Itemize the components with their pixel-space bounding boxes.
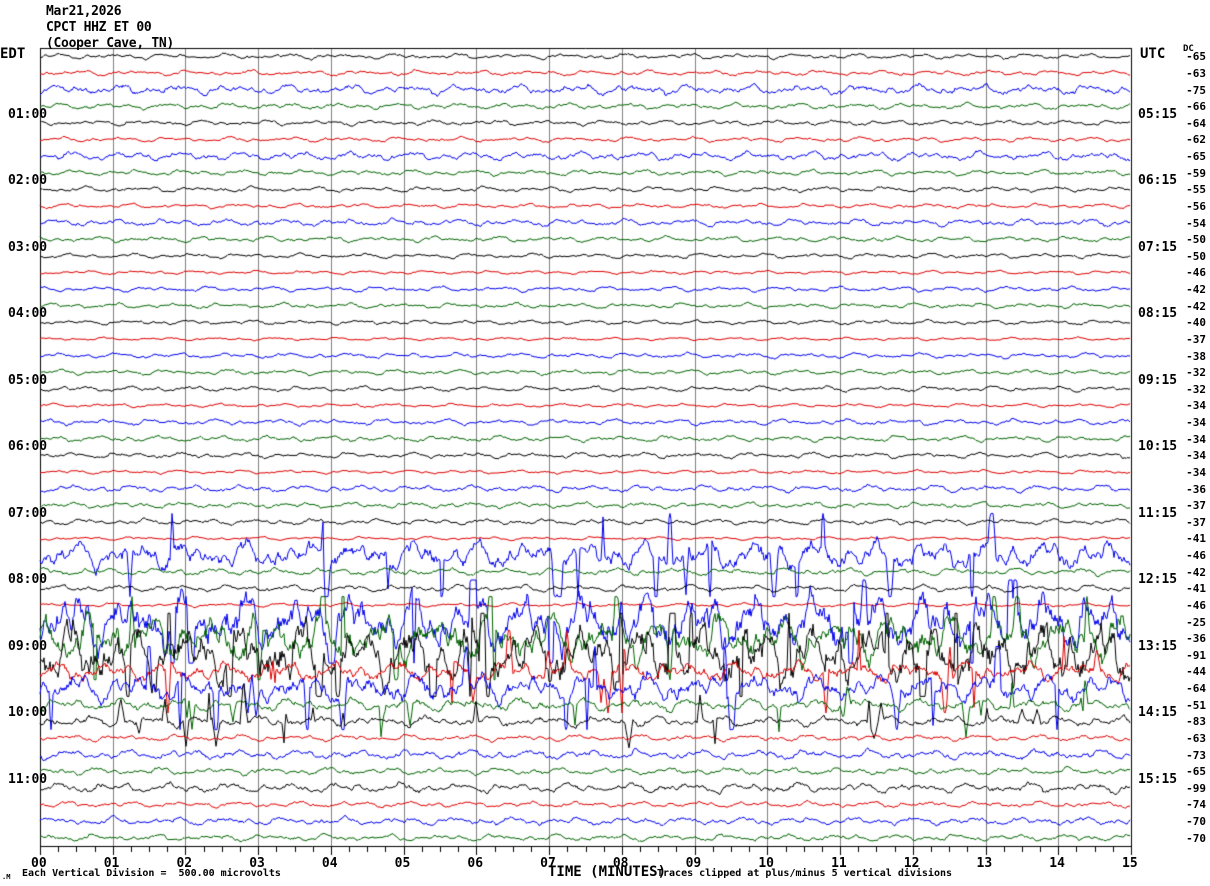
dc-value-row-4: -64 (1186, 116, 1206, 130)
dc-value-row-37: -44 (1186, 665, 1206, 679)
dc-value-row-28: -37 (1186, 515, 1206, 529)
left-hour-label-1100: 11:00 (8, 771, 48, 787)
x-tick-05: 05 (394, 856, 411, 871)
x-tick-04: 04 (321, 856, 338, 871)
dc-value-row-11: -50 (1186, 233, 1206, 247)
right-hour-label-0715: 07:15 (1138, 239, 1178, 255)
dc-value-row-30: -46 (1186, 549, 1206, 563)
x-tick-06: 06 (467, 856, 484, 871)
left-hour-label-0900: 09:00 (8, 638, 48, 654)
dc-value-row-45: -74 (1186, 798, 1206, 812)
left-hour-label-0400: 04:00 (8, 306, 48, 321)
right-hour-label-0815: 08:15 (1138, 306, 1178, 321)
x-tick-02: 02 (176, 856, 193, 871)
right-hour-label-1515: 15:15 (1138, 771, 1178, 787)
left-hour-label-0600: 06:00 (8, 439, 48, 454)
x-tick-12: 12 (903, 856, 920, 871)
dc-value-row-24: -34 (1186, 449, 1206, 463)
dc-value-row-7: -59 (1186, 166, 1206, 180)
left-hour-label-0800: 08:00 (8, 572, 48, 587)
dc-value-row-25: -34 (1186, 465, 1206, 479)
dc-value-row-5: -62 (1186, 133, 1206, 147)
dc-value-row-21: -34 (1186, 399, 1206, 413)
x-tick-10: 10 (758, 856, 774, 871)
dc-value-row-8: -55 (1186, 183, 1206, 197)
header-location: (Cooper Cave, TN) (46, 36, 174, 51)
left-hour-label-0100: 01:00 (8, 106, 48, 122)
right-hour-label-0915: 09:15 (1138, 372, 1178, 388)
dc-value-row-32: -41 (1186, 582, 1206, 596)
header-date: Mar21,2026 (46, 4, 122, 19)
x-tick-13: 13 (976, 856, 993, 871)
x-tick-14: 14 (1049, 856, 1065, 871)
right-timezone-label: UTC (1140, 46, 1166, 62)
dc-value-row-33: -46 (1186, 598, 1206, 612)
left-hour-label-0500: 05:00 (8, 372, 48, 388)
dc-value-row-22: -34 (1186, 416, 1206, 430)
dc-column-header: DC (1183, 44, 1194, 54)
dc-value-row-12: -50 (1186, 249, 1206, 263)
x-tick-15: 15 (1122, 856, 1138, 871)
dc-value-row-14: -42 (1186, 283, 1206, 297)
dc-value-row-13: -46 (1186, 266, 1206, 280)
x-tick-08: 08 (612, 856, 629, 871)
dc-value-row-15: -42 (1186, 299, 1206, 313)
dc-value-row-9: -56 (1186, 199, 1206, 213)
left-hour-label-1000: 10:00 (8, 705, 48, 720)
right-hour-label-1415: 14:15 (1138, 705, 1178, 720)
dc-value-row-23: -34 (1186, 432, 1206, 446)
dc-value-row-16: -40 (1186, 316, 1206, 330)
x-axis-title: TIME (MINUTES) (548, 864, 667, 880)
dc-value-row-10: -54 (1186, 216, 1206, 230)
x-tick-03: 03 (249, 856, 265, 871)
dc-value-row-19: -32 (1186, 366, 1206, 380)
right-hour-label-0515: 05:15 (1138, 106, 1178, 122)
dc-value-row-0: -65 (1186, 50, 1206, 64)
dc-value-row-41: -63 (1186, 731, 1206, 745)
dc-value-row-35: -36 (1186, 632, 1206, 646)
right-hour-label-1315: 13:15 (1138, 638, 1178, 654)
header-station: CPCT HHZ ET 00 (46, 20, 152, 35)
dc-value-row-1: -63 (1186, 66, 1206, 80)
dc-value-row-2: -75 (1186, 83, 1206, 97)
x-tick-11: 11 (831, 856, 847, 871)
right-hour-label-1215: 12:15 (1138, 572, 1178, 587)
dc-value-row-44: -99 (1186, 781, 1206, 795)
dc-value-row-17: -37 (1186, 332, 1206, 346)
dc-value-row-34: -25 (1186, 615, 1206, 629)
x-tick-01: 01 (103, 856, 120, 871)
dc-value-row-46: -70 (1186, 815, 1206, 829)
dc-value-row-40: -83 (1186, 715, 1206, 729)
right-hour-label-1015: 10:15 (1138, 439, 1178, 454)
dc-value-row-27: -37 (1186, 499, 1206, 513)
clip-note: Traces clipped at plus/minus 5 vertical … (657, 868, 953, 879)
x-tick-07: 07 (540, 856, 556, 871)
x-tick-09: 09 (685, 856, 702, 871)
scale-note: Each Vertical Division = 500.00 microvol… (22, 868, 281, 879)
dc-value-row-31: -42 (1186, 565, 1206, 579)
dc-value-row-47: -70 (1186, 831, 1206, 845)
dc-value-row-18: -38 (1186, 349, 1206, 363)
dc-value-row-29: -41 (1186, 532, 1206, 546)
dc-value-row-26: -36 (1186, 482, 1206, 496)
dc-value-row-36: -91 (1186, 648, 1206, 662)
x-tick-00: 00 (31, 856, 47, 871)
dc-value-row-38: -64 (1186, 682, 1206, 696)
corner-mark: .M (2, 873, 11, 881)
left-hour-label-0700: 07:00 (8, 505, 48, 521)
dc-value-row-42: -73 (1186, 748, 1206, 762)
right-hour-label-1115: 11:15 (1138, 505, 1178, 521)
left-hour-label-0200: 02:00 (8, 173, 48, 188)
left-hour-label-0300: 03:00 (8, 239, 48, 255)
dc-value-row-39: -51 (1186, 698, 1206, 712)
dc-value-row-43: -65 (1186, 765, 1206, 779)
left-timezone-label: EDT (0, 46, 26, 62)
right-hour-label-0615: 06:15 (1138, 173, 1178, 188)
dc-value-row-6: -65 (1186, 150, 1206, 164)
dc-value-row-20: -32 (1186, 382, 1206, 396)
dc-value-row-3: -66 (1186, 100, 1206, 114)
